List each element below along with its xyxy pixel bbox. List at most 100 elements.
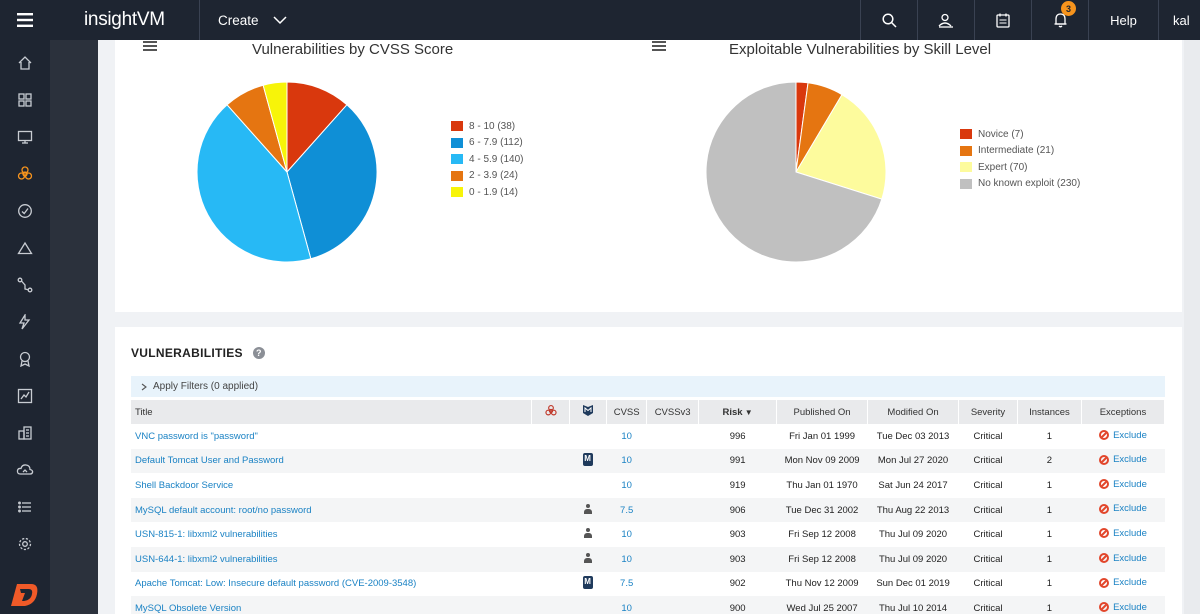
exclude-button[interactable]: Exclude [1099, 430, 1147, 441]
cvss-score-link[interactable]: 7.5 [620, 504, 634, 516]
user-search-button[interactable] [917, 0, 974, 40]
exclude-label: Exclude [1113, 429, 1147, 441]
column-header-risk[interactable]: Risk ▼ [698, 400, 778, 424]
skill-legend-swatch [960, 129, 972, 140]
cvssv3-cell [646, 497, 699, 523]
vuln-title-link[interactable]: Default Tomcat User and Password [135, 455, 284, 467]
column-header-malware[interactable] [531, 400, 571, 424]
cvssv3-cell [647, 572, 699, 597]
skill-pie-slice[interactable] [705, 81, 883, 263]
exclude-button[interactable]: Exclude [1099, 553, 1147, 564]
page-scroll-area[interactable] [1184, 40, 1200, 614]
cvss-legend-item[interactable]: 8 - 10 (38) [451, 118, 523, 135]
sidebar-item-cloud[interactable] [0, 451, 50, 488]
cvss-chart-menu-icon[interactable] [143, 41, 157, 51]
vuln-title-link[interactable]: MySQL default account: root/no password [135, 504, 312, 516]
exclude-button[interactable]: Exclude [1099, 479, 1147, 490]
published-cell: Fri Jan 01 1999 [789, 430, 856, 442]
severity-cell: Critical [973, 430, 1003, 442]
cvss-legend-swatch [451, 170, 463, 181]
sidebar-item-remediation[interactable] [0, 192, 50, 229]
exclude-button[interactable]: Exclude [1099, 602, 1147, 613]
column-header-cvssv3[interactable]: CVSSv3 [646, 400, 700, 424]
skill-legend-item[interactable]: No known exploit (230) [960, 176, 1080, 193]
skill-pie-slice[interactable] [795, 93, 887, 200]
column-header-published[interactable]: Published On [776, 400, 869, 424]
vuln-title-link[interactable]: MySQL Obsolete Version [135, 602, 242, 614]
user-menu[interactable]: kal [1158, 0, 1200, 40]
vuln-title-link[interactable]: Apache Tomcat: Low: Insecure default pas… [135, 578, 417, 590]
sidebar-item-dashboard[interactable] [0, 81, 50, 118]
cvss-pie-slice[interactable] [196, 104, 312, 263]
column-header-cvss[interactable]: CVSS [606, 400, 648, 424]
cvss-pie-slice[interactable] [286, 104, 378, 260]
column-header-severity[interactable]: Severity [958, 400, 1018, 424]
column-header-exploits[interactable] [569, 400, 608, 424]
skill-legend-item[interactable]: Intermediate (21) [960, 143, 1080, 160]
exclude-button[interactable]: Exclude [1099, 503, 1147, 514]
prohibit-icon [1099, 454, 1110, 465]
sidebar-item-policies[interactable] [0, 340, 50, 377]
help-circle-icon[interactable]: ? [252, 347, 265, 359]
sidebar-item-path[interactable] [0, 266, 50, 303]
create-menu[interactable]: Create [200, 0, 287, 40]
exclude-button[interactable]: Exclude [1099, 454, 1147, 465]
malware-cell [532, 424, 570, 449]
cvss-score-link[interactable]: 10 [621, 529, 632, 541]
brand-logo[interactable]: insightVM [50, 0, 200, 40]
vuln-title-link[interactable]: USN-815-1: libxml2 vulnerabilities [135, 529, 278, 541]
calendar-button[interactable] [974, 0, 1031, 40]
vuln-title-link[interactable]: VNC password is "password" [135, 430, 258, 442]
skill-legend-item[interactable]: Novice (7) [960, 126, 1080, 143]
cvss-score-link[interactable]: 7.5 [620, 578, 634, 590]
exclude-button[interactable]: Exclude [1099, 528, 1147, 539]
skill-chart-menu-icon[interactable] [652, 41, 666, 51]
vuln-title-link[interactable]: Shell Backdoor Service [135, 479, 234, 491]
instances-cell: 1 [1046, 529, 1053, 541]
cvss-cell: 10 [607, 424, 647, 449]
column-header-modified[interactable]: Modified On [867, 400, 959, 424]
cvss-pie-slice[interactable] [286, 81, 348, 174]
skill-legend-item[interactable]: Expert (70) [960, 159, 1080, 176]
exploit-cell [570, 473, 607, 498]
cvss-score-link[interactable]: 10 [621, 455, 632, 467]
reports-icon [17, 388, 33, 403]
sidebar-item-automation[interactable] [0, 303, 50, 340]
cvss-legend-item[interactable]: 4 - 5.9 (140) [451, 151, 523, 168]
table-row: MySQL default account: root/no password … [131, 497, 1165, 523]
column-header-instances[interactable]: Instances [1017, 400, 1082, 424]
sidebar-item-settings[interactable] [0, 525, 50, 562]
column-header-title[interactable]: Title [131, 400, 533, 424]
skill-legend-label: Intermediate (21) [978, 145, 1055, 157]
sidebar-item-goals[interactable] [0, 229, 50, 266]
sidebar-item-home[interactable] [0, 44, 50, 81]
sidebar-item-assets[interactable] [0, 118, 50, 155]
cvss-legend-item[interactable]: 6 - 7.9 (112) [451, 135, 523, 152]
cvss-legend-item[interactable]: 0 - 1.9 (14) [451, 184, 523, 201]
instances-cell: 1 [1017, 546, 1082, 572]
cvss-legend-item[interactable]: 2 - 3.9 (24) [451, 168, 523, 185]
search-button[interactable] [860, 0, 917, 40]
column-header-exceptions[interactable]: Exceptions [1081, 400, 1166, 424]
table-row: VNC password is "password" 10 996 Fri Ja… [131, 424, 1165, 449]
vuln-title-link[interactable]: USN-644-1: libxml2 vulnerabilities [135, 553, 278, 565]
exclude-button[interactable]: Exclude [1099, 577, 1147, 588]
cvss-score-link[interactable]: 10 [621, 602, 632, 614]
sidebar-item-buildings[interactable] [0, 414, 50, 451]
cvss-score-link[interactable]: 10 [621, 479, 632, 491]
sidebar-item-vulnerabilities[interactable] [0, 155, 50, 192]
exclude-label: Exclude [1113, 552, 1147, 564]
help-button[interactable]: Help [1088, 0, 1158, 40]
sidebar-item-reports[interactable] [0, 377, 50, 414]
apply-filters-toggle[interactable]: Apply Filters (0 applied) [131, 376, 1165, 397]
cvss-score-link[interactable]: 10 [621, 553, 632, 565]
cvss-score-link[interactable]: 10 [621, 430, 632, 442]
risk-cell: 996 [729, 430, 746, 442]
sidebar-item-list[interactable] [0, 488, 50, 525]
notifications-button[interactable]: 3 [1031, 0, 1088, 40]
instances-cell: 2 [1017, 448, 1082, 474]
cvss-pie-slice[interactable] [262, 81, 288, 173]
menu-icon[interactable] [0, 0, 50, 40]
skill-legend-swatch [960, 145, 972, 156]
prohibit-icon [1099, 479, 1110, 490]
